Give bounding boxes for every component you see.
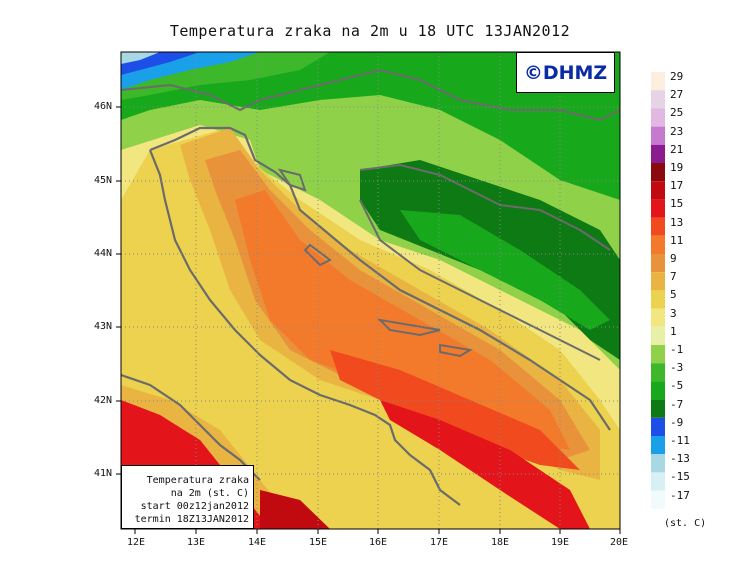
- colorbar-label: 13: [670, 215, 684, 229]
- adriatic-core: [235, 190, 570, 450]
- colorbar-swatch: [651, 308, 665, 327]
- colorbar-swatch: [651, 254, 665, 273]
- colorbar: [651, 72, 665, 509]
- lon-label: 13E: [187, 537, 206, 548]
- colorbar-unit: (st. C): [664, 518, 707, 529]
- lon-label: 15E: [309, 537, 328, 548]
- colorbar-label: 1: [670, 324, 677, 338]
- colorbar-label: 21: [670, 142, 684, 156]
- colorbar-label: 5: [670, 288, 677, 302]
- map-frame: [120, 51, 621, 530]
- colorbar-swatch: [651, 108, 665, 127]
- lon-label: 17E: [430, 537, 449, 548]
- border-north: [121, 68, 620, 122]
- colorbar-swatch: [651, 454, 665, 473]
- colorbar-swatch: [651, 272, 665, 291]
- colorbar-swatch: [651, 163, 665, 182]
- colorbar-swatch: [651, 381, 665, 400]
- lon-label: 19E: [551, 537, 570, 548]
- dhmz-logo: ©DHMZ: [516, 52, 615, 93]
- colorbar-label: 17: [670, 179, 684, 193]
- colorbar-label: 7: [670, 270, 677, 284]
- colorbar-swatch: [651, 235, 665, 254]
- colorbar-label: 3: [670, 306, 677, 320]
- lon-label: 20E: [610, 537, 629, 548]
- lon-label: 12E: [127, 537, 146, 548]
- colorbar-swatch: [651, 144, 665, 163]
- colorbar-swatch: [651, 199, 665, 218]
- lat-label: 41N: [94, 468, 113, 479]
- info-line: na 2m (st. C): [170, 488, 249, 499]
- colorbar-swatch: [651, 363, 665, 382]
- colorbar-swatch: [651, 290, 665, 309]
- colorbar-label: -9: [670, 415, 684, 429]
- colorbar-swatch: [651, 326, 665, 345]
- lon-label: 18E: [491, 537, 510, 548]
- colorbar-swatch: [651, 417, 665, 436]
- cold-zone-north: [121, 52, 620, 200]
- colorbar-swatch: [651, 181, 665, 200]
- colorbar-label: 15: [670, 197, 684, 211]
- lat-label: 45N: [94, 175, 113, 186]
- colorbar-swatch: [651, 126, 665, 145]
- info-line: Temperatura zraka: [146, 475, 249, 486]
- colorbar-swatch: [651, 490, 665, 509]
- colorbar-swatch: [651, 90, 665, 109]
- colorbar-label: 19: [670, 161, 684, 174]
- lat-label: 43N: [94, 321, 113, 332]
- colorbar-swatch: [651, 217, 665, 236]
- colorbar-label: 23: [670, 124, 684, 138]
- colorbar-swatch: [651, 345, 665, 364]
- lat-label: 44N: [94, 248, 113, 259]
- lat-label: 42N: [94, 395, 113, 406]
- colorbar-label: -13: [670, 452, 690, 466]
- info-line: start 00z12jan2012: [140, 501, 249, 512]
- coastline-west: [148, 149, 461, 506]
- colorbar-label: -7: [670, 397, 684, 411]
- colorbar-swatch: [651, 436, 665, 455]
- lat-label: 46N: [94, 101, 113, 112]
- colorbar-label: -15: [670, 470, 690, 484]
- lon-label: 14E: [248, 537, 267, 548]
- colorbar-label: -17: [670, 488, 690, 502]
- colorbar-label: 27: [670, 88, 684, 102]
- info-box: Temperatura zraka na 2m (st. C) start 00…: [121, 465, 254, 529]
- colorbar-swatch: [651, 399, 665, 418]
- info-line: termin 18Z13JAN2012: [134, 514, 249, 525]
- colorbar-swatch: [651, 72, 665, 91]
- colorbar-label: 25: [670, 106, 684, 120]
- colorbar-swatch: [651, 472, 665, 491]
- colorbar-label: 9: [670, 252, 677, 265]
- colorbar-label: -3: [670, 361, 684, 375]
- colorbar-label: 11: [670, 233, 684, 247]
- map-title: Temperatura zraka na 2m u 18 UTC 13JAN20…: [169, 22, 571, 40]
- lon-label: 16E: [369, 537, 388, 548]
- colorbar-label: 29: [670, 70, 684, 83]
- coastline-east: [149, 126, 611, 431]
- colorbar-label: -11: [670, 434, 690, 447]
- border-bosnia: [359, 163, 611, 251]
- colorbar-label: -1: [670, 343, 684, 356]
- colorbar-label: -5: [670, 379, 684, 393]
